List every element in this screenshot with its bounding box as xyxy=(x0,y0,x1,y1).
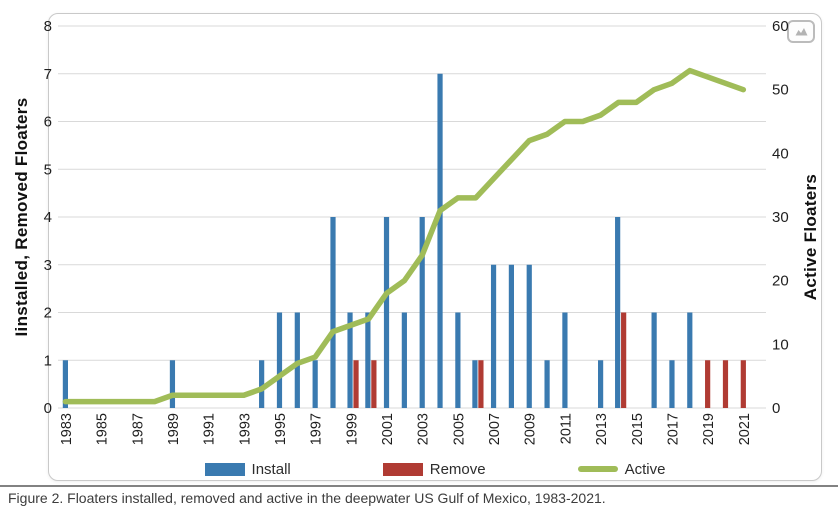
figure-caption: Figure 2. Floaters installed, removed an… xyxy=(8,490,606,506)
right-axis-title: Active Floaters xyxy=(801,173,820,301)
install-swatch-icon xyxy=(204,462,245,476)
legend-label-install: Install xyxy=(251,460,291,478)
remove-swatch-icon xyxy=(382,462,423,476)
left-axis-title: Iinstalled, Removed Floaters xyxy=(12,97,31,337)
active-swatch-icon xyxy=(577,466,618,472)
legend: Install Remove Active xyxy=(49,460,821,478)
bottom-rule xyxy=(0,485,838,487)
legend-item-install[interactable]: Install xyxy=(204,460,291,478)
image-icon xyxy=(795,28,807,36)
legend-label-remove: Remove xyxy=(429,460,486,478)
legend-item-active[interactable]: Active xyxy=(577,460,666,478)
legend-label-active: Active xyxy=(624,460,666,478)
chart-card: Install Remove Active xyxy=(48,13,822,481)
legend-item-remove[interactable]: Remove xyxy=(382,460,486,478)
image-badge-button[interactable] xyxy=(787,20,815,43)
